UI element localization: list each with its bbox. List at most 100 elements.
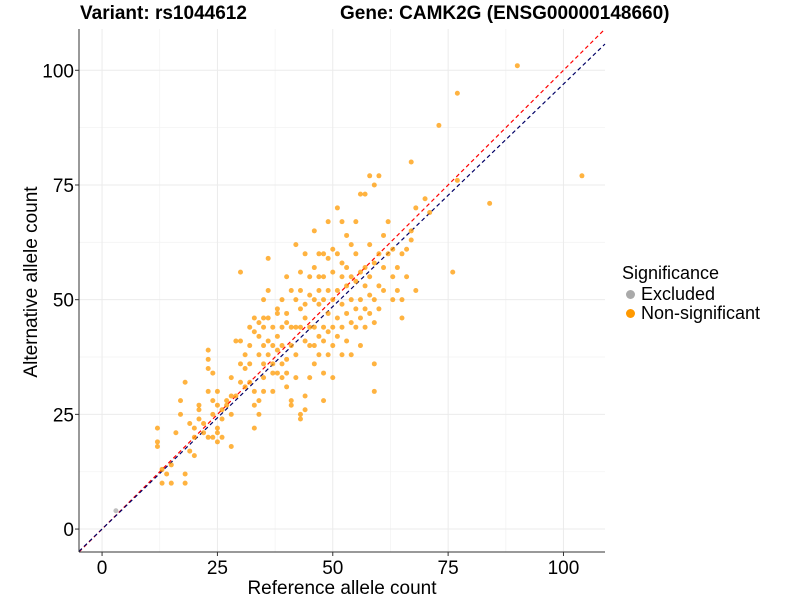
point-non-significant bbox=[362, 265, 368, 271]
point-non-significant bbox=[219, 407, 225, 413]
point-non-significant bbox=[357, 269, 363, 275]
point-non-significant bbox=[251, 329, 257, 335]
point-non-significant bbox=[339, 352, 345, 358]
point-non-significant bbox=[261, 343, 267, 349]
point-non-significant bbox=[399, 315, 405, 321]
point-non-significant bbox=[344, 283, 350, 289]
point-non-significant bbox=[205, 434, 211, 440]
point-non-significant bbox=[191, 453, 197, 459]
point-non-significant bbox=[256, 320, 262, 326]
x-tick-label: 75 bbox=[438, 558, 459, 579]
point-non-significant bbox=[233, 393, 239, 399]
point-non-significant bbox=[367, 242, 373, 248]
point-non-significant bbox=[408, 159, 414, 165]
point-non-significant bbox=[196, 416, 202, 422]
point-non-significant bbox=[390, 297, 396, 303]
point-non-significant bbox=[357, 297, 363, 303]
point-non-significant bbox=[279, 361, 285, 367]
point-non-significant bbox=[284, 310, 290, 316]
point-non-significant bbox=[274, 333, 280, 339]
point-non-significant bbox=[325, 329, 331, 335]
point-non-significant bbox=[279, 343, 285, 349]
point-non-significant bbox=[348, 320, 354, 326]
point-non-significant bbox=[214, 430, 220, 436]
point-non-significant bbox=[265, 352, 271, 358]
legend-title: Significance bbox=[622, 263, 720, 283]
point-non-significant bbox=[316, 352, 322, 358]
point-non-significant bbox=[321, 274, 327, 280]
point-non-significant bbox=[196, 402, 202, 408]
point-non-significant bbox=[436, 122, 442, 128]
point-non-significant bbox=[297, 288, 303, 293]
point-non-significant bbox=[302, 338, 308, 344]
y-tick-label: 25 bbox=[53, 405, 74, 426]
point-non-significant bbox=[307, 292, 313, 298]
points bbox=[113, 63, 585, 514]
point-non-significant bbox=[330, 324, 336, 330]
ticks: 0 25 50 75 100 0 25 50 75 100 bbox=[42, 61, 579, 579]
point-non-significant bbox=[210, 370, 216, 376]
point-non-significant bbox=[210, 411, 216, 417]
point-non-significant bbox=[316, 274, 322, 280]
point-non-significant bbox=[178, 398, 184, 404]
legend-dot-excluded bbox=[626, 290, 635, 299]
point-non-significant bbox=[205, 388, 211, 394]
point-non-significant bbox=[261, 324, 267, 330]
point-non-significant bbox=[302, 301, 308, 307]
point-non-significant bbox=[339, 219, 345, 225]
point-excluded bbox=[113, 508, 119, 514]
point-non-significant bbox=[307, 274, 313, 280]
point-non-significant bbox=[297, 324, 303, 330]
point-non-significant bbox=[297, 306, 303, 312]
point-non-significant bbox=[316, 251, 322, 257]
point-non-significant bbox=[191, 434, 197, 440]
point-non-significant bbox=[284, 370, 290, 376]
y-tick-label: 0 bbox=[63, 520, 74, 541]
point-non-significant bbox=[237, 338, 243, 344]
point-non-significant bbox=[237, 379, 243, 385]
point-non-significant bbox=[362, 283, 368, 289]
point-non-significant bbox=[307, 375, 313, 381]
point-non-significant bbox=[321, 338, 327, 344]
point-non-significant bbox=[353, 306, 359, 312]
point-non-significant bbox=[242, 365, 248, 371]
point-non-significant bbox=[353, 324, 359, 330]
point-non-significant bbox=[330, 343, 336, 349]
identity-line bbox=[78, 28, 606, 553]
point-non-significant bbox=[353, 278, 359, 284]
point-non-significant bbox=[390, 246, 396, 252]
point-non-significant bbox=[302, 393, 308, 399]
point-non-significant bbox=[316, 301, 322, 307]
point-non-significant bbox=[408, 237, 414, 243]
point-non-significant bbox=[228, 443, 234, 449]
point-non-significant bbox=[219, 416, 225, 422]
point-non-significant bbox=[404, 274, 410, 280]
x-axis-title: Reference allele count bbox=[247, 578, 437, 599]
point-non-significant bbox=[293, 242, 299, 248]
point-non-significant bbox=[205, 365, 211, 371]
point-non-significant bbox=[228, 393, 234, 399]
point-non-significant bbox=[339, 260, 345, 266]
point-non-significant bbox=[214, 402, 220, 408]
point-non-significant bbox=[270, 324, 276, 330]
point-non-significant bbox=[205, 347, 211, 353]
y-axis-title: Alternative allele count bbox=[21, 186, 42, 378]
point-non-significant bbox=[214, 439, 220, 445]
point-non-significant bbox=[325, 310, 331, 316]
legend-dot-non-significant bbox=[626, 309, 635, 318]
point-non-significant bbox=[251, 425, 257, 431]
point-non-significant bbox=[399, 251, 405, 257]
point-non-significant bbox=[214, 388, 220, 394]
point-non-significant bbox=[261, 297, 267, 303]
point-non-significant bbox=[256, 352, 262, 358]
point-non-significant bbox=[362, 324, 368, 330]
point-non-significant bbox=[316, 333, 322, 339]
point-non-significant bbox=[154, 425, 160, 431]
point-non-significant bbox=[297, 411, 303, 417]
point-non-significant bbox=[381, 288, 387, 293]
point-non-significant bbox=[247, 379, 253, 385]
point-non-significant bbox=[154, 443, 160, 449]
point-non-significant bbox=[381, 232, 387, 238]
point-non-significant bbox=[422, 196, 428, 202]
point-non-significant bbox=[334, 251, 340, 257]
